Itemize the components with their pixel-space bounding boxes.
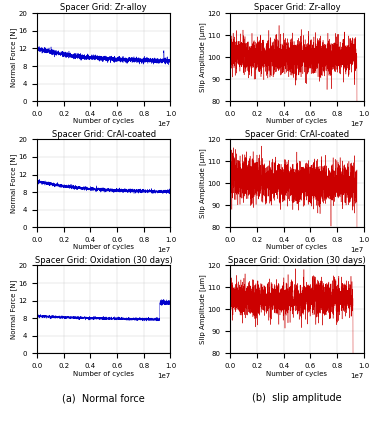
X-axis label: Number of cycles: Number of cycles — [73, 245, 134, 250]
Y-axis label: Slip Amplitude [µm]: Slip Amplitude [µm] — [199, 275, 206, 345]
Y-axis label: Slip Amplitude [µm]: Slip Amplitude [µm] — [199, 22, 206, 92]
X-axis label: Number of cycles: Number of cycles — [73, 370, 134, 377]
X-axis label: Number of cycles: Number of cycles — [73, 118, 134, 125]
Title: Spacer Grid: Oxidation (30 days): Spacer Grid: Oxidation (30 days) — [35, 256, 173, 265]
Y-axis label: Normal Force [N]: Normal Force [N] — [10, 280, 17, 339]
Y-axis label: Normal Force [N]: Normal Force [N] — [10, 28, 17, 87]
Text: (a)  Normal force: (a) Normal force — [62, 393, 145, 403]
Title: Spacer Grid: CrAl-coated: Spacer Grid: CrAl-coated — [52, 129, 156, 139]
Text: (b)  slip amplitude: (b) slip amplitude — [252, 393, 342, 403]
Y-axis label: Slip Amplitude [µm]: Slip Amplitude [µm] — [199, 148, 206, 218]
Title: Spacer Grid: CrAl-coated: Spacer Grid: CrAl-coated — [245, 129, 349, 139]
Title: Spacer Grid: Zr-alloy: Spacer Grid: Zr-alloy — [254, 4, 340, 12]
Title: Spacer Grid: Oxidation (30 days): Spacer Grid: Oxidation (30 days) — [228, 256, 366, 265]
X-axis label: Number of cycles: Number of cycles — [266, 245, 328, 250]
X-axis label: Number of cycles: Number of cycles — [266, 118, 328, 125]
Y-axis label: Normal Force [N]: Normal Force [N] — [10, 154, 17, 213]
X-axis label: Number of cycles: Number of cycles — [266, 370, 328, 377]
Title: Spacer Grid: Zr-alloy: Spacer Grid: Zr-alloy — [60, 4, 147, 12]
